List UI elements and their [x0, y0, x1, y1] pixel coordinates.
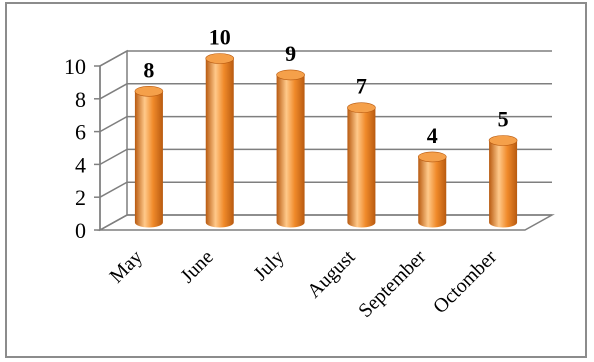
data-label: 8	[143, 57, 154, 82]
bar: 7	[347, 74, 376, 228]
data-label: 9	[285, 41, 296, 66]
bar: 5	[488, 107, 518, 228]
gridline	[99, 148, 552, 166]
bar: 8	[134, 57, 164, 228]
category-label: Octomber	[429, 246, 501, 318]
floor	[97, 214, 555, 231]
bar-top	[347, 102, 376, 113]
gridline	[99, 115, 552, 133]
y-tick-label: 10	[64, 54, 86, 79]
bar-body	[276, 74, 305, 228]
y-tick-label: 6	[75, 120, 86, 145]
y-tick-label: 4	[75, 152, 86, 177]
y-axis: 0 2 4 6 8 10	[64, 54, 101, 243]
gridline	[99, 181, 552, 198]
y-tick-label: 0	[75, 218, 86, 243]
gridline	[99, 50, 552, 67]
bar: 9	[276, 41, 305, 228]
category-label: August	[303, 246, 360, 303]
bar-body	[489, 140, 518, 228]
side-wall	[99, 49, 128, 232]
bar: 4	[417, 123, 447, 228]
bar-body	[205, 58, 234, 228]
chart-walls	[97, 49, 555, 232]
category-label: September	[354, 246, 430, 322]
data-label: 4	[427, 123, 438, 148]
gridlines	[99, 50, 552, 231]
bar: 10	[205, 25, 235, 228]
bar-top	[134, 86, 164, 97]
bar-body	[134, 91, 163, 228]
bar-top	[276, 69, 305, 81]
bar-top	[488, 135, 518, 146]
gridline	[99, 83, 552, 100]
bars: 8 10 9 7 4 5	[134, 25, 518, 228]
bar-top	[417, 151, 447, 163]
bar-body	[347, 107, 376, 228]
bar-top	[205, 53, 235, 64]
category-label: July	[249, 246, 288, 285]
data-label: 5	[498, 107, 509, 132]
y-tick-label: 2	[75, 185, 86, 210]
data-label: 10	[209, 25, 231, 50]
category-label: May	[105, 246, 146, 287]
y-tick-label: 8	[75, 87, 86, 112]
category-label: June	[176, 246, 218, 288]
data-label: 7	[356, 74, 367, 99]
bar-body	[418, 156, 447, 228]
gridline	[99, 214, 552, 231]
